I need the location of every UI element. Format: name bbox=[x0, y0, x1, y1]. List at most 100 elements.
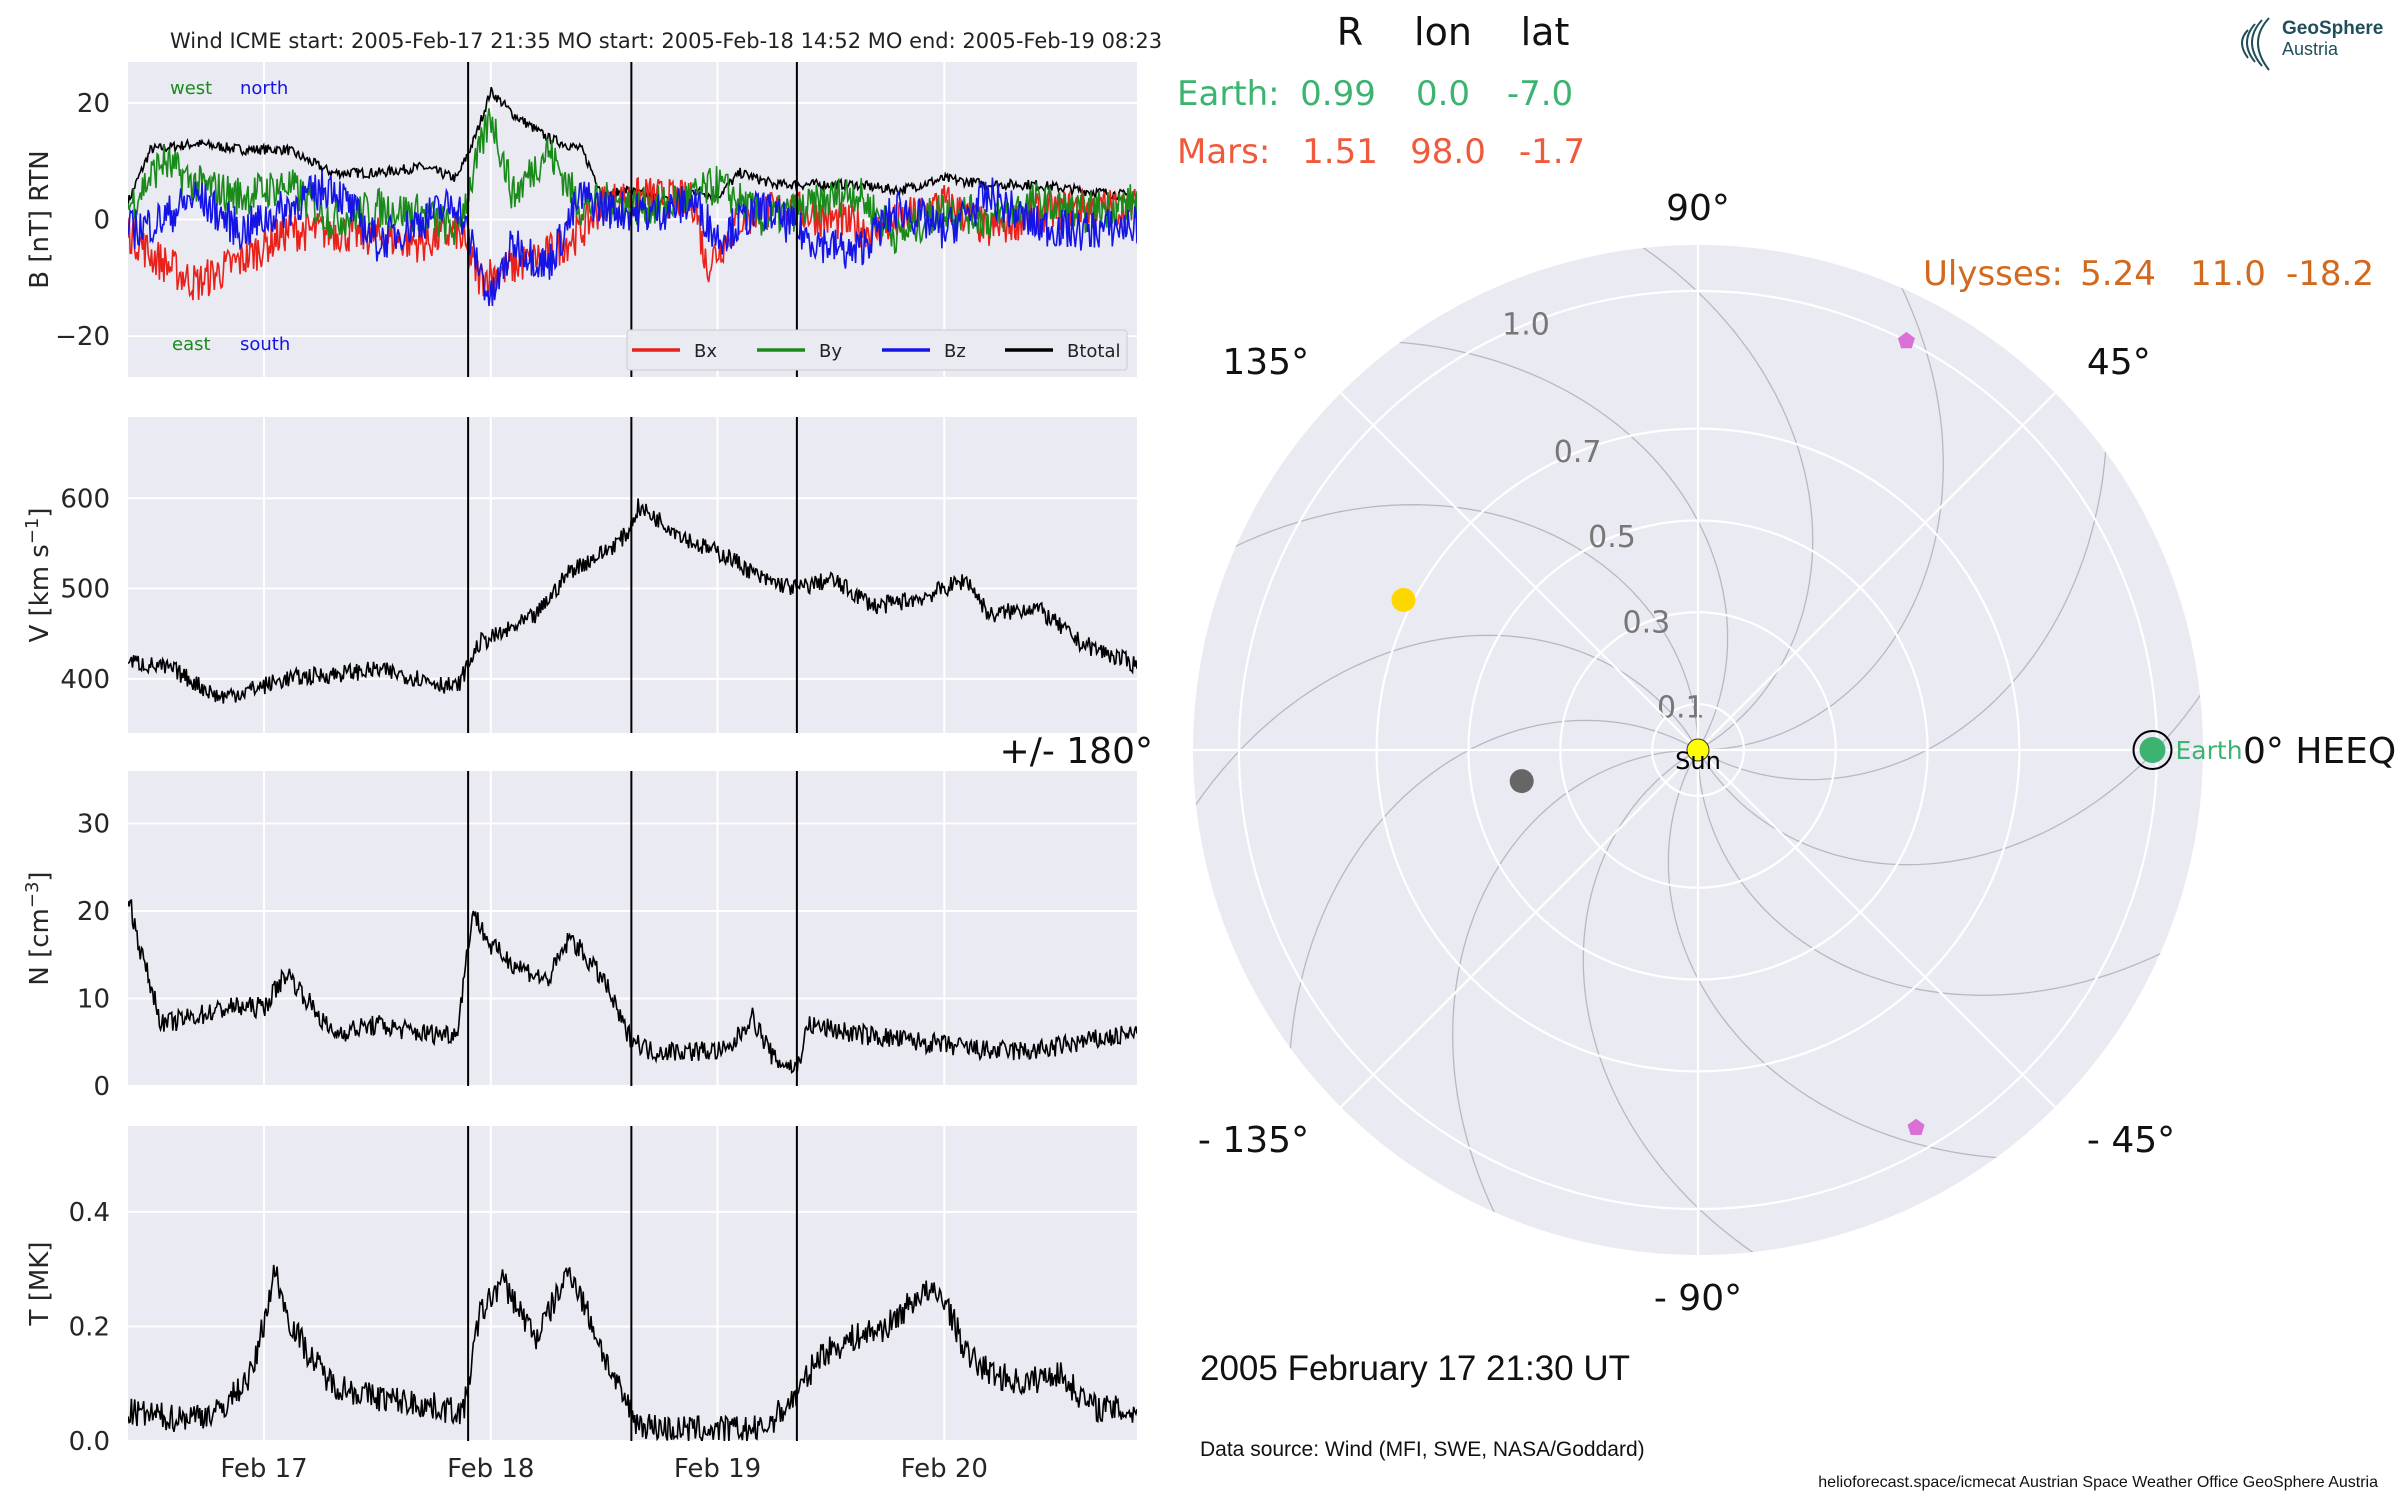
y-tick-label: 0.2 bbox=[69, 1312, 110, 1342]
pentagon-bottom-marker bbox=[1907, 1118, 1925, 1135]
y-tick-label: 0 bbox=[93, 1072, 110, 1102]
parker-spiral-line bbox=[1697, 749, 2203, 996]
y-tick-label: 20 bbox=[77, 89, 110, 119]
y-tick-label: 10 bbox=[77, 985, 110, 1015]
earth-lat: -7.0 bbox=[1507, 74, 1573, 114]
position-table: R lon lat Earth: 0.99 0.0 -7.0 Mars: 1.5… bbox=[1177, 10, 2374, 294]
panel-T: 0.0 0.2 0.4 T [MK] Feb 17 Feb 18 Feb 19 Feb 20 bbox=[25, 1126, 1137, 1484]
y-tick-label: 20 bbox=[77, 897, 110, 927]
b-field-legend: Bx By Bz Btotal bbox=[626, 329, 1128, 371]
sun-marker bbox=[1686, 738, 1710, 762]
parker-spiral-line bbox=[1452, 749, 1699, 1255]
logo-line1: GeoSphere bbox=[2282, 18, 2383, 39]
angle-spoke bbox=[1697, 392, 2056, 751]
geosphere-logo: GeoSphere Austria bbox=[2241, 17, 2383, 71]
sun-label: Sun bbox=[1675, 747, 1721, 775]
x-tick-label: Feb 17 bbox=[220, 1454, 307, 1484]
ulysses-name: Ulysses: bbox=[1923, 254, 2063, 294]
earth-marker bbox=[2139, 737, 2166, 763]
parker-spiral-line bbox=[1697, 599, 2203, 866]
r-tick-label: 1.0 bbox=[1502, 307, 1550, 342]
y-tick-label: −20 bbox=[55, 322, 110, 352]
x-tick-label: Feb 20 bbox=[901, 1454, 988, 1484]
parker-spiral-line bbox=[1290, 340, 1729, 751]
y-axis-label: V [km s−1] bbox=[22, 507, 56, 642]
series-N bbox=[128, 899, 1137, 1074]
series-Btotal bbox=[128, 86, 1137, 208]
ulysses-lat: -18.2 bbox=[2286, 254, 2374, 294]
annotation-west: west bbox=[170, 78, 212, 99]
parker-spiral-line bbox=[1288, 719, 1699, 1158]
y-tick-label: 30 bbox=[77, 810, 110, 840]
mars-lon: 98.0 bbox=[1410, 132, 1486, 172]
legend-label: Bz bbox=[944, 341, 966, 362]
y-tick-label: 0.4 bbox=[69, 1198, 110, 1228]
parker-spiral-line bbox=[1193, 504, 1699, 751]
annotation-east: east bbox=[172, 334, 211, 355]
parker-spiral-line bbox=[1193, 634, 1699, 901]
r-tick-label: 0.1 bbox=[1657, 690, 1705, 725]
legend-box bbox=[626, 329, 1128, 371]
y-tick-label: 600 bbox=[60, 484, 110, 514]
angle-label: 45° bbox=[2087, 342, 2151, 383]
planet-yellow-marker bbox=[1391, 587, 1416, 612]
figure-title: Wind ICME start: 2005-Feb-17 21:35 MO st… bbox=[170, 29, 1162, 53]
panel-bg bbox=[128, 417, 1137, 733]
panel-bg bbox=[128, 1126, 1137, 1441]
y-tick-label: 400 bbox=[60, 665, 110, 695]
earth-lon: 0.0 bbox=[1416, 74, 1470, 114]
annotation-south: south bbox=[240, 334, 290, 355]
r-tick-label: 0.5 bbox=[1588, 520, 1636, 555]
panel-bg bbox=[128, 771, 1137, 1086]
legend-label: By bbox=[819, 341, 842, 362]
angle-label: 0° HEEQ bbox=[2243, 731, 2396, 772]
earth-ring bbox=[2132, 730, 2173, 770]
earth-label: Earth bbox=[2176, 736, 2243, 765]
panel-B: −20 0 20 B [nT] RTN bbox=[25, 62, 1137, 377]
y-tick-label: 500 bbox=[60, 575, 110, 605]
angle-label: - 135° bbox=[1198, 1120, 1309, 1161]
mars-name: Mars: bbox=[1177, 132, 1270, 172]
parker-spiral-line bbox=[1547, 245, 1814, 751]
angle-label: 135° bbox=[1222, 342, 1309, 383]
data-source: Data source: Wind (MFI, SWE, NASA/Goddar… bbox=[1200, 1438, 1645, 1461]
date-text: 2005 February 17 21:30 UT bbox=[1200, 1349, 1630, 1388]
mars-r: 1.51 bbox=[1302, 132, 1378, 172]
parker-spiral-line bbox=[1667, 749, 2106, 1160]
r-tick-label: 0.3 bbox=[1623, 605, 1671, 640]
earth-name: Earth: bbox=[1177, 74, 1280, 114]
series-By bbox=[128, 108, 1137, 255]
panel-N: 0 10 20 30 N [cm−3] bbox=[22, 771, 1137, 1102]
legend-label: Bx bbox=[694, 341, 717, 362]
angle-label: +/- 180° bbox=[1000, 731, 1153, 772]
ulysses-lon: 11.0 bbox=[2190, 254, 2266, 294]
logo-swirl-icon bbox=[2241, 17, 2270, 71]
angle-label: - 45° bbox=[2087, 1120, 2175, 1161]
logo-line2: Austria bbox=[2282, 39, 2339, 59]
angle-spoke bbox=[1340, 749, 1699, 1108]
planet-grey-marker bbox=[1509, 769, 1534, 794]
y-tick-label: 0.0 bbox=[69, 1427, 110, 1457]
series-T bbox=[128, 1264, 1137, 1441]
pentagon-top-marker bbox=[1897, 331, 1915, 349]
y-axis-label: T [MK] bbox=[25, 1242, 55, 1327]
y-axis-label: B [nT] RTN bbox=[25, 150, 55, 289]
angle-spoke bbox=[1697, 749, 2056, 1108]
legend-label: Btotal bbox=[1067, 341, 1121, 362]
parker-spiral-line bbox=[1582, 749, 1849, 1255]
footer-credits: helioforecast.space/icmecat Austrian Spa… bbox=[1818, 1474, 2378, 1491]
angle-label: - 90° bbox=[1654, 1278, 1742, 1319]
angle-label: 90° bbox=[1666, 188, 1730, 229]
y-tick-label: 0 bbox=[93, 206, 110, 236]
ulysses-r: 5.24 bbox=[2080, 254, 2156, 294]
annotation-north: north bbox=[240, 78, 288, 99]
header-lat: lat bbox=[1521, 10, 1570, 54]
earth-r: 0.99 bbox=[1300, 74, 1376, 114]
y-axis-label: N [cm−3] bbox=[22, 871, 56, 985]
mars-lat: -1.7 bbox=[1519, 132, 1585, 172]
r-tick-label: 0.7 bbox=[1554, 435, 1602, 470]
x-tick-label: Feb 19 bbox=[674, 1454, 761, 1484]
angle-spoke bbox=[1340, 392, 1699, 751]
